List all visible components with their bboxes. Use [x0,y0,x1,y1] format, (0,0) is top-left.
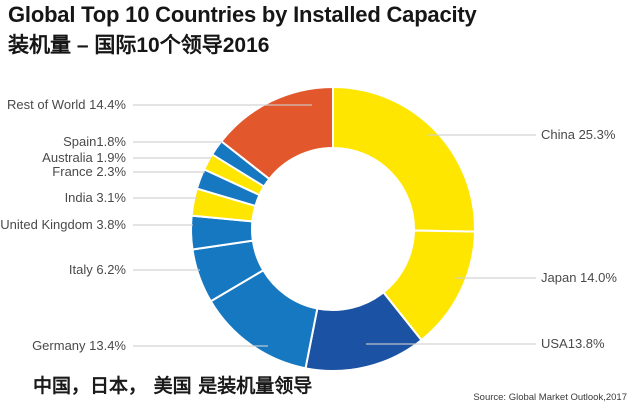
slice-label-india: India 3.1% [64,190,126,205]
slice-label-germany: Germany 13.4% [32,338,126,353]
slice-label-france: France 2.3% [52,164,126,179]
slice-label-rest-of-world: Rest of World 14.4% [7,97,126,112]
slice-label-spain: Spain1.8% [63,134,126,149]
source-credit: Source: Global Market Outlook,2017 [473,392,627,403]
slice-label-australia: Australia 1.9% [42,150,126,165]
slice-china [332,86,476,233]
slice-label-usa: USA13.8% [541,336,605,351]
slice-label-united-kingdom: United Kingdom 3.8% [0,217,126,232]
page-subtitle: 装机量 – 国际10个领导2016 [8,34,270,57]
slice-rest-of-world [220,86,334,180]
slice-label-italy: Italy 6.2% [68,262,126,277]
slice-label-japan: Japan 14.0% [541,270,617,285]
slice-label-china: China 25.3% [541,127,616,142]
page-title: Global Top 10 Countries by Installed Cap… [8,2,477,27]
footnote: 中国，日本， 美国 是装机量领导 [33,375,313,397]
